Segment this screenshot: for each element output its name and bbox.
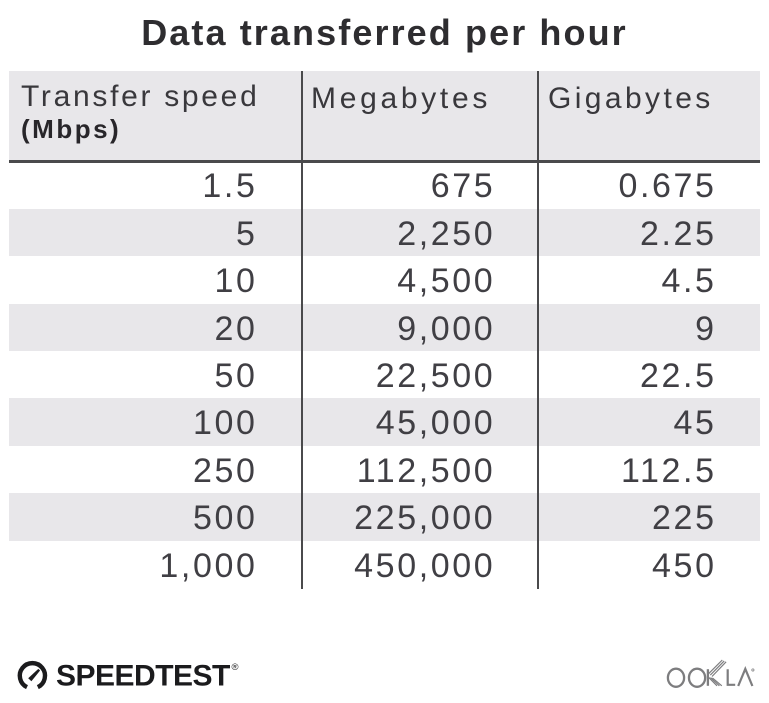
svg-text:®: ®: [232, 662, 239, 673]
svg-text:SPEEDTEST: SPEEDTEST: [56, 660, 230, 693]
